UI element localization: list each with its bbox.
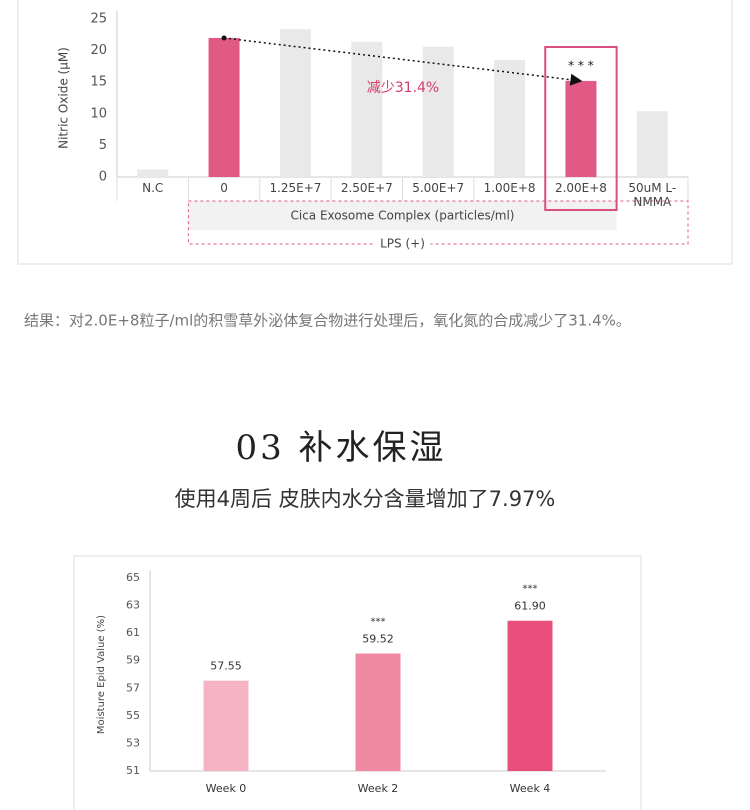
panel	[17, 0, 733, 265]
y-tick-label: 55	[126, 709, 140, 722]
bar	[636, 111, 668, 177]
group-label: Cica Exosome Complex (particles/ml)	[290, 209, 514, 223]
y-tick-label: 25	[90, 12, 107, 27]
significance: * * *	[568, 59, 594, 73]
x-tick-label: 50uM L-NMMA	[628, 181, 677, 209]
significance: ***	[371, 617, 386, 628]
bar	[279, 29, 311, 177]
x-tick-label: 1.00E+8	[483, 181, 536, 195]
y-tick-label: 57	[126, 681, 140, 694]
x-tick-label: Week 0	[206, 782, 247, 795]
y-tick-label: 0	[99, 170, 107, 185]
section-title: 03 补水保湿	[235, 428, 446, 468]
bar	[137, 169, 169, 177]
value-label: 61.90	[514, 600, 546, 613]
caption: 结果：对2.0E+8粒子/ml的积雪草外泌体复合物进行处理后，氧化氮的合成减少了…	[24, 312, 631, 330]
x-tick-label: N.C	[142, 181, 164, 195]
highlight-box	[544, 46, 618, 211]
bar	[208, 37, 240, 178]
trend-arrow	[223, 37, 583, 86]
x-tick-label: Week 2	[358, 782, 399, 795]
y-tick-label: 20	[90, 43, 107, 58]
panel	[73, 555, 642, 810]
reduction-label: 减少31.4%	[367, 80, 439, 96]
y-tick-label: 61	[126, 626, 140, 639]
section-subtitle: 使用4周后 皮肤内水分含量增加了7.97%	[175, 487, 556, 511]
x-tick-label: 2.50E+7	[340, 181, 393, 195]
bar	[565, 80, 597, 177]
y-tick-label: 59	[126, 654, 140, 667]
bar	[494, 60, 526, 177]
y-tick-label: 65	[126, 571, 140, 584]
significance: ***	[523, 584, 538, 595]
x-tick-label: 0	[220, 181, 228, 195]
condition-label: LPS (+)	[380, 237, 425, 251]
bar	[355, 653, 401, 771]
bar	[351, 41, 383, 177]
y-tick-label: 51	[126, 764, 140, 777]
value-label: 57.55	[210, 660, 242, 673]
bar	[422, 46, 454, 177]
y-axis-label: Nitric Oxide (μM)	[57, 47, 71, 149]
x-tick-label: 1.25E+7	[269, 181, 322, 195]
y-tick-label: 53	[126, 736, 140, 749]
y-tick-label: 5	[99, 138, 107, 153]
y-tick-label: 15	[90, 75, 107, 90]
x-tick-label: 5.00E+7	[412, 181, 465, 195]
bar	[203, 680, 249, 771]
value-label: 59.52	[362, 633, 394, 646]
y-tick-label: 10	[90, 106, 107, 121]
condition-box	[187, 200, 689, 245]
y-tick-label: 63	[126, 599, 140, 612]
x-tick-label: 2.00E+8	[554, 181, 607, 195]
condition-label-bg	[374, 236, 431, 252]
bar	[507, 620, 553, 771]
x-tick-label: Week 4	[510, 782, 551, 795]
y-axis-label: Moisture Epid Value (%)	[96, 615, 107, 734]
